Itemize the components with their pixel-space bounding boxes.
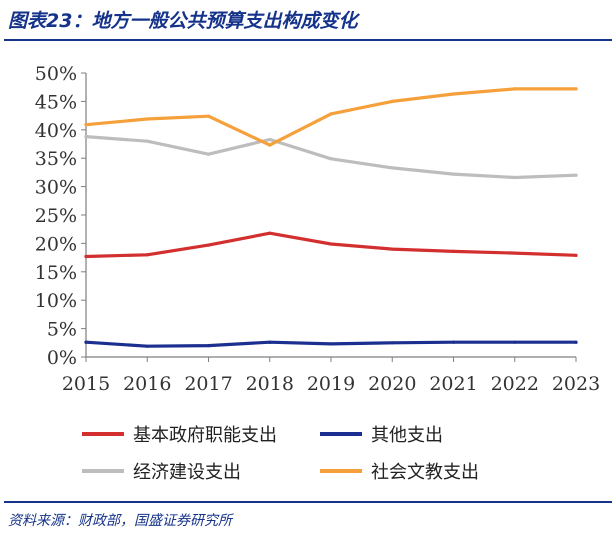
x-tick-label: 2023: [552, 373, 600, 395]
legend-label: 其他支出: [371, 425, 443, 446]
x-tick-label: 2018: [246, 373, 294, 395]
title-divider: [4, 39, 612, 41]
data-point: [206, 152, 211, 156]
y-tick-label: 25%: [35, 205, 77, 227]
x-tick-label: 2022: [491, 373, 539, 395]
data-point: [329, 242, 333, 246]
y-tick-label: 45%: [35, 91, 77, 113]
data-point: [390, 247, 394, 251]
data-point: [513, 175, 517, 180]
data-point: [574, 173, 578, 177]
data-point: [145, 253, 149, 257]
source-note: 资料来源：财政部，国盛证券研究所: [8, 513, 232, 529]
source-divider: [4, 501, 612, 503]
data-point: [84, 135, 88, 139]
line-chart: 0% 5% 10% 15% 20% 25% 30% 35% 40% 45% 50% 2015 2016 2…: [35, 63, 600, 483]
data-point: [451, 249, 456, 253]
x-tick-label: 2021: [429, 373, 477, 395]
data-point: [390, 99, 394, 103]
data-point: [268, 137, 272, 142]
series-line: [84, 87, 578, 147]
y-tick-label: 10%: [35, 290, 77, 312]
series-line: [84, 135, 578, 180]
y-tick-label: 20%: [35, 233, 77, 255]
data-point: [268, 231, 272, 235]
x-tick-label: 2016: [123, 373, 171, 395]
data-point: [268, 143, 272, 147]
y-tick-label: 50%: [35, 63, 77, 85]
x-tick-label: 2015: [62, 373, 110, 395]
series-lines: [84, 87, 578, 348]
data-point: [84, 123, 88, 127]
data-point: [206, 114, 211, 118]
chart-axes: 0% 5% 10% 15% 20% 25% 30% 35% 40% 45% 50% 2015 2016 2…: [35, 63, 600, 395]
data-point: [206, 243, 211, 247]
data-point: [513, 251, 517, 255]
data-point: [145, 344, 149, 348]
data-point: [390, 341, 394, 345]
data-point: [574, 87, 578, 91]
data-point: [451, 92, 456, 96]
legend-label: 经济建设支出: [133, 462, 241, 483]
x-tick-label: 2017: [184, 373, 232, 395]
data-point: [84, 254, 88, 259]
data-point: [145, 117, 149, 121]
y-tick-label: 40%: [35, 120, 77, 142]
data-point: [329, 157, 333, 161]
data-point: [206, 344, 211, 348]
data-point: [268, 340, 272, 344]
y-tick-label: 15%: [35, 262, 77, 284]
data-point: [145, 139, 149, 143]
y-tick-label: 35%: [35, 148, 77, 170]
y-tick-label: 5%: [47, 319, 77, 341]
data-point: [513, 340, 517, 344]
data-point: [513, 87, 517, 91]
data-point: [84, 340, 88, 344]
data-point: [329, 112, 333, 116]
figure-title: 图表23：地方一般公共预算支出构成变化: [8, 10, 358, 32]
data-point: [574, 340, 578, 344]
data-point: [451, 340, 456, 344]
data-point: [451, 172, 456, 176]
y-tick-label: 0%: [47, 347, 77, 369]
legend-label: 社会文教支出: [371, 462, 479, 483]
x-tick-label: 2019: [307, 373, 355, 395]
legend-label: 基本政府职能支出: [133, 425, 277, 446]
data-point: [390, 166, 394, 170]
data-point: [329, 342, 333, 346]
data-point: [574, 253, 578, 257]
x-tick-label: 2020: [368, 373, 416, 395]
y-tick-label: 30%: [35, 177, 77, 199]
